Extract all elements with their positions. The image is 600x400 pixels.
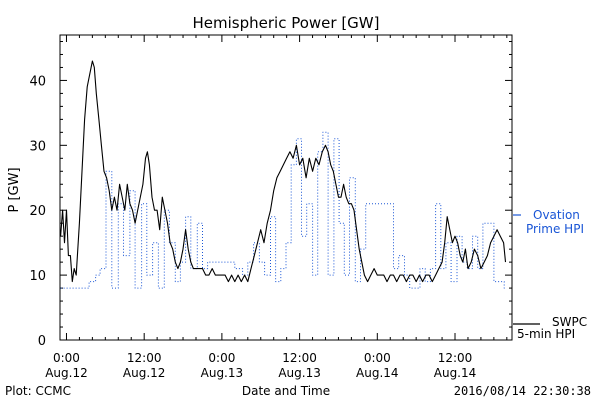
x-tick-date: Aug.14 <box>356 366 399 380</box>
x-tick-date: Aug.13 <box>278 366 321 380</box>
x-tick-time: 0:00 <box>208 351 235 365</box>
footer-timestamp: 2016/08/14 22:30:38 <box>454 384 591 398</box>
y-tick-labels: 0 10 20 30 40 <box>29 74 46 349</box>
y-axis-label: P [GW] <box>7 167 22 212</box>
x-axis-label: Date and Time <box>242 384 330 398</box>
x-tick-time: 12:00 <box>438 351 473 365</box>
x-tick-time: 12:00 <box>282 351 317 365</box>
y-tick-label: 40 <box>29 74 46 89</box>
legend-swpc-line1: SWPC <box>552 315 587 329</box>
x-tick-date: Aug.13 <box>201 366 244 380</box>
legend-ovation-line1: Ovation <box>533 208 580 222</box>
x-tick-labels: 0:00Aug.1212:00Aug.120:00Aug.1312:00Aug.… <box>45 351 476 380</box>
axis-ticks <box>60 35 512 341</box>
y-tick-label: 10 <box>29 269 46 284</box>
chart-title: Hemispheric Power [GW] <box>193 14 380 32</box>
x-tick-date: Aug.14 <box>434 366 477 380</box>
series-swpc-line <box>60 60 507 283</box>
y-tick-label: 20 <box>29 204 46 219</box>
series-ovation-prime-line <box>60 131 506 289</box>
y-tick-label: 30 <box>29 139 46 154</box>
x-tick-time: 0:00 <box>53 351 80 365</box>
plot-area-frame <box>59 34 513 341</box>
x-tick-date: Aug.12 <box>123 366 166 380</box>
x-tick-time: 12:00 <box>127 351 162 365</box>
footer-credit: Plot: CCMC <box>5 384 71 398</box>
legend-ovation-line2: Prime HPI <box>526 222 584 236</box>
y-tick-label: 0 <box>38 334 46 349</box>
legend-swpc-line2: 5-min HPI <box>517 327 575 341</box>
x-tick-time: 0:00 <box>364 351 391 365</box>
x-tick-date: Aug.12 <box>45 366 88 380</box>
series-layer <box>60 60 507 289</box>
